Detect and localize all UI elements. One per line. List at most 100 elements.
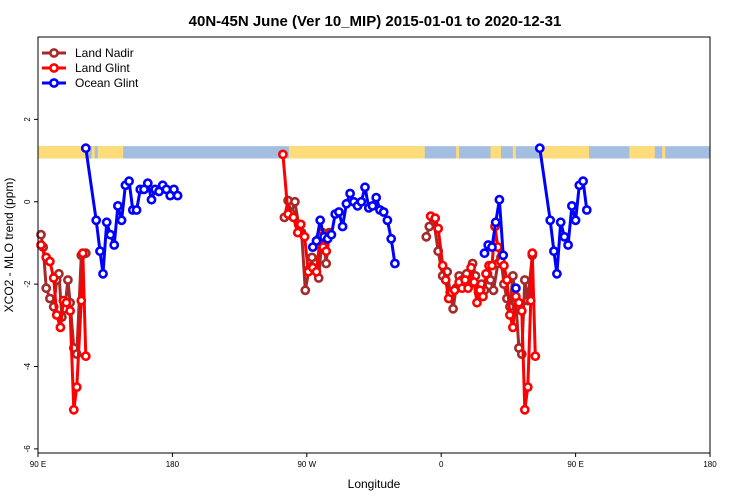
series-line: [538, 147, 589, 276]
legend-swatch-marker: [49, 78, 59, 88]
data-point: [292, 227, 303, 238]
data-point: [421, 231, 432, 242]
legend-label: Land Nadir: [75, 46, 134, 60]
data-point: [142, 178, 153, 189]
data-point: [519, 275, 530, 285]
data-point: [76, 295, 87, 306]
data-point: [337, 221, 348, 232]
data-point: [65, 305, 75, 316]
data-point: [522, 382, 533, 392]
data-point: [549, 246, 559, 257]
data-point: [469, 277, 479, 287]
data-point: [581, 205, 592, 215]
data-point: [95, 246, 105, 257]
data-point: [430, 213, 441, 224]
chart-title: 40N-45N June (Ver 10_MIP) 2015-01-01 to …: [189, 13, 562, 30]
data-point: [504, 310, 515, 320]
data-point: [555, 217, 566, 228]
y-tick-label: 2: [23, 117, 32, 122]
data-point: [552, 268, 562, 279]
legend-swatch-marker: [49, 48, 59, 58]
data-point: [481, 268, 491, 279]
data-point: [511, 283, 521, 294]
data-point: [113, 200, 123, 211]
data-point: [424, 221, 435, 232]
data-point: [578, 176, 588, 187]
data-point: [299, 231, 310, 242]
land-band-segment: [91, 146, 95, 159]
data-point: [36, 229, 46, 240]
data-point: [77, 248, 88, 259]
data-point: [498, 260, 509, 271]
x-tick-label: 90 E: [567, 460, 583, 469]
data-point: [321, 246, 332, 257]
y-tick-label: -2: [23, 280, 32, 288]
land-band-segment: [38, 146, 86, 159]
data-point: [277, 149, 288, 160]
x-tick-label: 90 W: [297, 460, 316, 469]
x-tick-label: 180: [166, 460, 180, 469]
data-point: [472, 297, 482, 308]
data-point: [295, 219, 306, 230]
data-point: [45, 293, 55, 304]
data-point: [463, 283, 473, 294]
legend-item: Land Glint: [42, 61, 130, 75]
data-point: [382, 215, 393, 226]
data-point: [545, 215, 556, 226]
land-band-segment: [541, 146, 590, 159]
data-point: [490, 217, 501, 228]
x-axis-label: Longitude: [348, 477, 401, 491]
legend-label: Land Glint: [75, 61, 130, 75]
data-point: [487, 260, 497, 271]
data-point: [485, 275, 496, 285]
series-ocean-glint: [80, 143, 592, 294]
data-point: [487, 242, 497, 252]
data-point: [448, 303, 458, 314]
y-axis: 2 0 -2 -4 -6: [23, 117, 38, 452]
data-point: [378, 207, 389, 217]
plot-frame: [37, 36, 711, 454]
y-tick-label: -4: [23, 362, 32, 370]
plot-area: [36, 36, 711, 454]
data-point: [440, 275, 451, 285]
data-point: [315, 215, 326, 226]
data-point: [146, 194, 157, 205]
data-point: [48, 273, 59, 283]
y-axis-label: XCO2 - MLO trend (ppm): [2, 178, 16, 313]
data-point: [356, 196, 367, 207]
data-point: [116, 215, 127, 226]
data-point: [61, 297, 72, 308]
x-axis: 90 E 180 90 W 0 90 E 180: [30, 453, 717, 469]
land-band-segment: [512, 146, 516, 159]
data-point: [466, 262, 476, 273]
y-tick-label: 0: [23, 199, 32, 204]
data-point: [534, 143, 545, 154]
land-band-segment: [662, 146, 666, 159]
data-point: [386, 233, 397, 244]
data-point: [333, 207, 344, 217]
data-point: [478, 291, 488, 302]
data-point: [514, 297, 524, 308]
data-point: [563, 240, 573, 250]
x-tick-label: 0: [439, 460, 444, 469]
data-point: [311, 235, 322, 246]
data-point: [105, 229, 116, 240]
data-point: [321, 258, 332, 269]
data-point: [559, 231, 570, 242]
land-band-segment: [456, 146, 460, 159]
data-point: [80, 351, 91, 362]
data-point: [449, 285, 460, 296]
legend-item: Land Nadir: [42, 46, 134, 60]
land-band-segment: [629, 146, 655, 159]
data-point: [41, 283, 52, 294]
data-point: [341, 198, 352, 209]
x-tick-label: 180: [703, 460, 717, 469]
data-point: [91, 215, 102, 226]
legend-item: Ocean Glint: [42, 76, 139, 90]
data-point: [80, 143, 91, 154]
data-point: [172, 190, 183, 201]
data-point: [101, 217, 112, 228]
data-point: [433, 223, 444, 234]
data-point: [326, 229, 337, 240]
data-point: [131, 205, 142, 215]
